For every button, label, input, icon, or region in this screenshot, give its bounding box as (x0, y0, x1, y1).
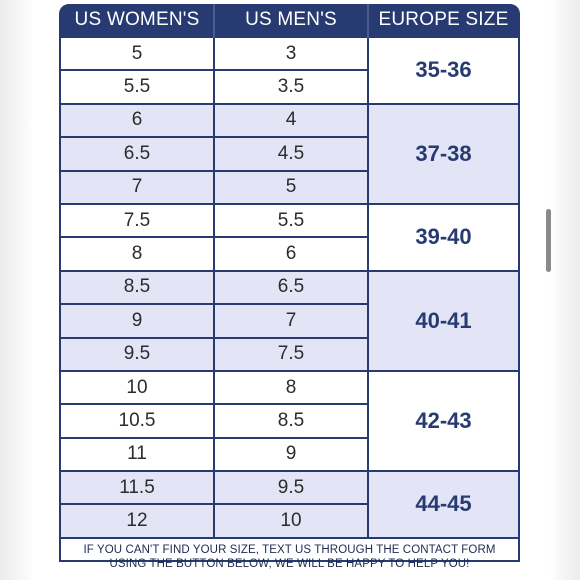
us-mens-size-cell: 7 (213, 303, 368, 338)
help-note: IF YOU CAN'T FIND YOUR SIZE, TEXT US THR… (61, 536, 518, 571)
table-row: 11 9 (61, 436, 518, 472)
help-note-line-2: USING THE BUTTON BELOW, WE WILL BE HAPPY… (109, 557, 470, 570)
us-womens-size-cell: 8 (61, 236, 214, 271)
us-mens-size-cell: 4 (213, 102, 368, 138)
column-header-europe-size: EUROPE SIZE (367, 4, 518, 37)
europe-size-cell: 40-41 (367, 269, 518, 371)
size-table: US WOMEN'S US MEN'S EUROPE SIZE 5 3 35-36 5… (61, 4, 518, 537)
us-womens-size-cell: 5 (61, 35, 214, 71)
us-mens-size-cell: 9 (213, 436, 368, 472)
us-mens-size-cell: 3.5 (213, 69, 368, 104)
us-mens-size-cell: 5 (213, 169, 368, 204)
table-row: 10 8 42-43 (61, 369, 518, 472)
column-header-us-womens: US WOMEN'S (61, 4, 214, 37)
us-mens-size-cell: 6 (213, 236, 368, 271)
table-row: 6.5 4.5 (61, 136, 518, 171)
table-row: 6 4 37-38 (61, 102, 518, 204)
europe-size-cell: 42-43 (367, 369, 518, 472)
us-womens-size-cell: 11 (61, 436, 214, 472)
us-mens-size-cell: 7.5 (213, 336, 368, 371)
us-mens-size-cell: 8 (213, 369, 368, 405)
page-margin-right (550, 0, 580, 580)
us-womens-size-cell: 12 (61, 503, 214, 537)
table-row: 11.5 9.5 44-45 (61, 470, 518, 537)
us-mens-size-cell: 9.5 (213, 470, 368, 505)
us-womens-size-cell: 7.5 (61, 202, 214, 238)
europe-size-cell: 37-38 (367, 102, 518, 204)
us-womens-size-cell: 6 (61, 102, 214, 138)
us-womens-size-cell: 6.5 (61, 136, 214, 171)
us-womens-size-cell: 9 (61, 303, 214, 338)
us-mens-size-cell: 8.5 (213, 403, 368, 438)
us-womens-size-cell: 10.5 (61, 403, 214, 438)
europe-size-cell: 44-45 (367, 470, 518, 537)
column-header-us-mens: US MEN'S (213, 4, 368, 37)
us-womens-size-cell: 11.5 (61, 470, 214, 505)
us-mens-size-cell: 6.5 (213, 269, 368, 305)
table-row: 7.5 5.5 39-40 (61, 202, 518, 271)
table-row: 9.5 7.5 (61, 336, 518, 371)
table-row: 5.5 3.5 (61, 69, 518, 104)
table-row: 12 10 (61, 503, 518, 537)
us-mens-size-cell: 4.5 (213, 136, 368, 171)
page-margin-left (0, 0, 34, 580)
table-header-row: US WOMEN'S US MEN'S EUROPE SIZE (61, 4, 518, 37)
size-chart: US WOMEN'S US MEN'S EUROPE SIZE 5 3 35-36 5… (59, 4, 520, 570)
us-womens-size-cell: 8.5 (61, 269, 214, 305)
europe-size-cell: 35-36 (367, 36, 518, 104)
us-womens-size-cell: 7 (61, 169, 214, 204)
us-womens-size-cell: 9.5 (61, 336, 214, 371)
table-row: 8.5 6.5 40-41 (61, 269, 518, 371)
table-row: 5 3 35-36 (61, 35, 518, 104)
europe-size-cell: 39-40 (367, 202, 518, 271)
us-mens-size-cell: 3 (213, 35, 368, 71)
help-note-line-1: IF YOU CAN'T FIND YOUR SIZE, TEXT US THR… (83, 543, 496, 556)
us-mens-size-cell: 10 (213, 503, 368, 537)
table-body: 5 3 35-36 5.5 3.5 6 4 37-38 6.5 4.5 7 5 7.5 5.5 39-40 8… (61, 35, 518, 537)
scrollbar-thumb[interactable] (546, 209, 551, 272)
table-row: 10.5 8.5 (61, 403, 518, 438)
us-mens-size-cell: 5.5 (213, 202, 368, 238)
us-womens-size-cell: 10 (61, 369, 214, 405)
us-womens-size-cell: 5.5 (61, 69, 214, 104)
